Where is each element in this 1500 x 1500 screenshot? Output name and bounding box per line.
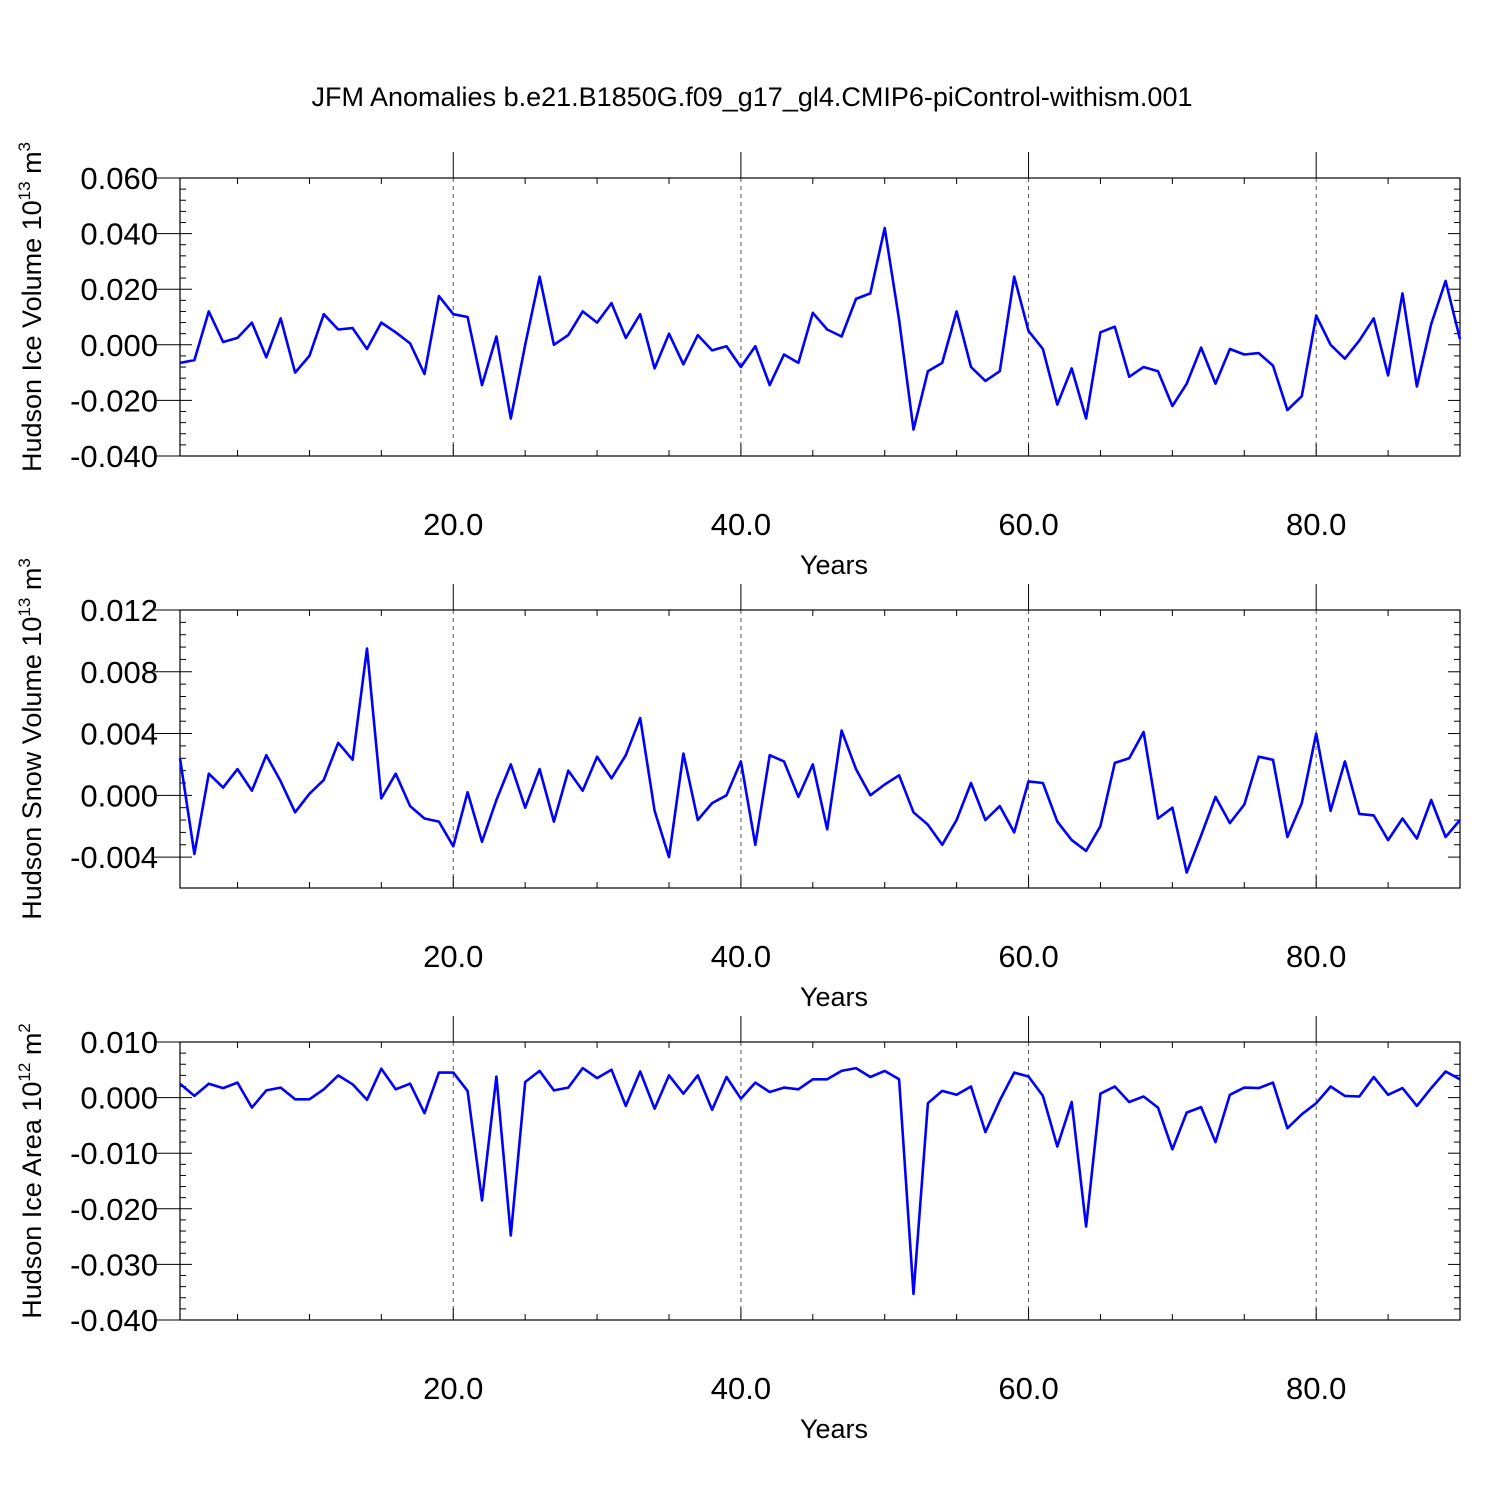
- plot-frame: [179, 609, 1461, 889]
- y-tick-label: 0.010: [80, 1025, 158, 1060]
- chart-panel-3: 20.0 40.0 60.0 80.0 -0.040 -0.030 -0.020 -0.010…: [15, 1016, 1461, 1444]
- y-tick-label: 0.020: [80, 272, 158, 307]
- x-tick-label: 80.0: [1286, 939, 1346, 974]
- chart-panel-2: 20.0 40.0 60.0 80.0 -0.004 0.000 0.004 0.008 0.0…: [15, 558, 1461, 1012]
- y-tick-label: 0.004: [80, 717, 158, 752]
- y-tick-label: -0.040: [70, 1303, 158, 1338]
- y-axis-title: Hudson Ice Volume 1013 m3: [15, 142, 47, 472]
- figure-title: JFM Anomalies b.e21.B1850G.f09_g17_gl4.C…: [312, 82, 1193, 112]
- x-tick-label: 60.0: [998, 1371, 1058, 1406]
- y-tick-label: -0.030: [70, 1247, 158, 1282]
- x-tick-label: 20.0: [423, 939, 483, 974]
- panels: 20.0 40.0 60.0 80.0 -0.040 -0.020 0.000 0.020 0.…: [15, 142, 1462, 1444]
- y-tick-label: 0.040: [80, 217, 158, 252]
- x-tick-label: 80.0: [1286, 507, 1346, 542]
- x-tick-label: 20.0: [423, 507, 483, 542]
- x-tick-label: 60.0: [998, 939, 1058, 974]
- series-line: [179, 1066, 1461, 1296]
- y-tick-label: 0.012: [80, 593, 158, 628]
- y-tick-label: -0.020: [70, 383, 158, 418]
- x-axis-title: Years: [800, 550, 868, 580]
- y-tick-label: -0.040: [70, 439, 158, 474]
- x-tick-label: 40.0: [711, 939, 771, 974]
- x-tick-label: 40.0: [711, 507, 771, 542]
- y-tick-label: 0.000: [80, 778, 158, 813]
- y-tick-label: -0.010: [70, 1136, 158, 1171]
- x-axis-title: Years: [800, 982, 868, 1012]
- x-tick-label: 20.0: [423, 1371, 483, 1406]
- series-line: [178, 647, 1461, 874]
- y-tick-label: 0.060: [80, 161, 158, 196]
- y-tick-label: -0.004: [70, 840, 158, 875]
- y-axis-title: Hudson Ice Area 1012 m2: [15, 1023, 47, 1319]
- plot-frame: [179, 177, 1461, 457]
- x-axis-title: Years: [800, 1414, 868, 1444]
- y-axis-title: Hudson Snow Volume 1013 m3: [15, 558, 47, 920]
- chart-panel-1: 20.0 40.0 60.0 80.0 -0.040 -0.020 0.000 0.020 0.…: [15, 142, 1462, 580]
- plot-frame: [179, 1041, 1461, 1321]
- y-tick-label: 0.000: [80, 1081, 158, 1116]
- x-tick-label: 40.0: [711, 1371, 771, 1406]
- y-tick-label: -0.020: [70, 1192, 158, 1227]
- series-line: [179, 226, 1462, 431]
- y-tick-label: 0.008: [80, 655, 158, 690]
- y-tick-label: 0.000: [80, 328, 158, 363]
- x-tick-label: 60.0: [998, 507, 1058, 542]
- x-tick-label: 80.0: [1286, 1371, 1346, 1406]
